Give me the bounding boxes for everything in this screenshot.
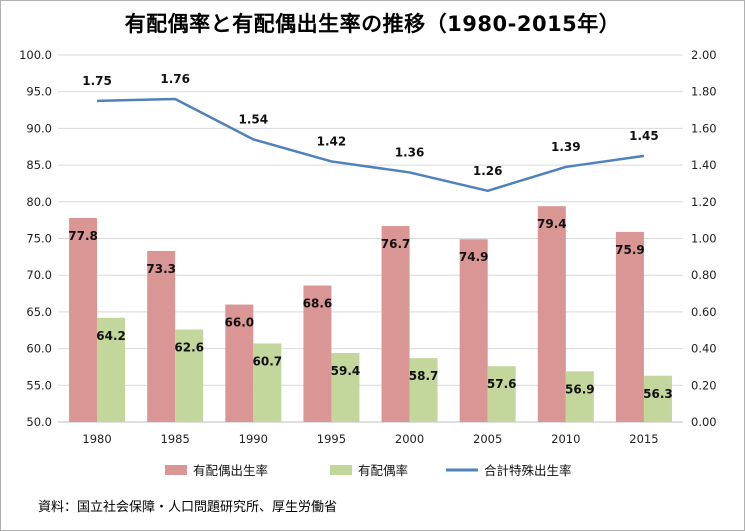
- source-note: 資料：国立社会保障・人口問題研究所、厚生労働省: [38, 500, 338, 515]
- bar-data-label: 58.7: [409, 369, 439, 383]
- y-left-tick-label: 100.0: [19, 48, 52, 62]
- y-right-tick-label: 0.20: [691, 378, 717, 392]
- bar-data-label: 64.2: [96, 329, 126, 343]
- bar-married-ratio: [97, 317, 126, 422]
- bar-data-label: 56.3: [643, 387, 673, 401]
- legend-label: 有配偶率: [358, 463, 408, 478]
- x-tick-label: 2010: [551, 432, 580, 446]
- bar-data-label: 66.0: [225, 316, 255, 330]
- line-data-label: 1.75: [82, 74, 112, 88]
- x-tick-label: 1985: [161, 432, 190, 446]
- bar-data-label: 60.7: [253, 354, 283, 368]
- y-right-tick-label: 1.20: [691, 195, 717, 209]
- bar-married-ratio: [565, 371, 594, 422]
- y-left-tick-label: 95.0: [26, 85, 52, 99]
- y-right-tick-label: 0.60: [691, 305, 717, 319]
- x-tick-label: 1995: [317, 432, 346, 446]
- line-total-fertility-rate: [97, 97, 645, 193]
- y-right-tick-label: 1.80: [691, 85, 717, 99]
- bar-marital-fertility: [537, 206, 566, 422]
- y-right-tick-label: 0.40: [691, 342, 717, 356]
- x-tick-label: 2000: [395, 432, 424, 446]
- legend-label: 有配偶出生率: [193, 463, 268, 478]
- y-right-tick-label: 0.00: [691, 415, 717, 429]
- legend-label: 合計特殊出生率: [484, 463, 572, 478]
- y-left-tick-label: 55.0: [26, 378, 52, 392]
- line-data-label: 1.39: [551, 140, 581, 154]
- bar-marital-fertility: [147, 250, 176, 422]
- bar-marital-fertility: [225, 304, 254, 422]
- bar-data-label: 77.8: [68, 229, 98, 243]
- bar-data-label: 73.3: [146, 262, 176, 276]
- bar-marital-fertility: [615, 231, 644, 422]
- bar-data-label: 56.9: [565, 382, 595, 396]
- bar-married-ratio: [331, 353, 360, 422]
- y-left-tick-label: 70.0: [26, 268, 52, 282]
- bar-data-label: 68.6: [303, 296, 333, 310]
- line-data-label: 1.26: [473, 164, 503, 178]
- line-data-label: 1.45: [629, 129, 659, 143]
- y-left-tick-label: 90.0: [26, 121, 52, 135]
- bar-marital-fertility: [381, 226, 410, 422]
- bar-married-ratio: [487, 366, 516, 422]
- bar-marital-fertility: [459, 239, 488, 422]
- bar-data-label: 57.6: [487, 377, 517, 391]
- y-left-tick-label: 50.0: [26, 415, 52, 429]
- x-tick-label: 1990: [239, 432, 268, 446]
- x-tick-label: 2015: [629, 432, 658, 446]
- y-right-tick-label: 1.40: [691, 158, 717, 172]
- y-left-tick-label: 60.0: [26, 342, 52, 356]
- bar-married-ratio: [253, 343, 282, 422]
- bar-married-ratio: [409, 358, 438, 422]
- legend-swatch: [330, 465, 352, 475]
- bar-data-label: 62.6: [174, 341, 204, 355]
- bar-data-label: 76.7: [381, 237, 411, 251]
- bar-married-ratio: [643, 375, 672, 422]
- bar-data-label: 79.4: [537, 217, 567, 231]
- x-tick-label: 1980: [82, 432, 111, 446]
- y-left-tick-label: 65.0: [26, 305, 52, 319]
- y-left-tick-label: 75.0: [26, 232, 52, 246]
- chart-title: 有配偶率と有配偶出生率の推移（1980-2015年）: [124, 12, 621, 36]
- line-data-label: 1.76: [160, 72, 190, 86]
- y-right-tick-label: 2.00: [691, 48, 717, 62]
- bar-marital-fertility: [303, 285, 332, 422]
- line-data-label: 1.36: [395, 145, 425, 159]
- bar-data-label: 59.4: [331, 364, 361, 378]
- bar-married-ratio: [175, 329, 204, 422]
- legend-swatch: [165, 465, 187, 475]
- x-tick-label: 2005: [473, 432, 502, 446]
- y-left-tick-label: 80.0: [26, 195, 52, 209]
- bar-data-label: 74.9: [459, 250, 489, 264]
- line-data-label: 1.54: [239, 112, 269, 126]
- bar-marital-fertility: [69, 217, 98, 422]
- y-left-tick-label: 85.0: [26, 158, 52, 172]
- y-right-tick-label: 1.60: [691, 121, 717, 135]
- bar-data-label: 75.9: [615, 243, 645, 257]
- y-right-tick-label: 1.00: [691, 232, 717, 246]
- y-right-tick-label: 0.80: [691, 268, 717, 282]
- line-data-label: 1.42: [317, 134, 347, 148]
